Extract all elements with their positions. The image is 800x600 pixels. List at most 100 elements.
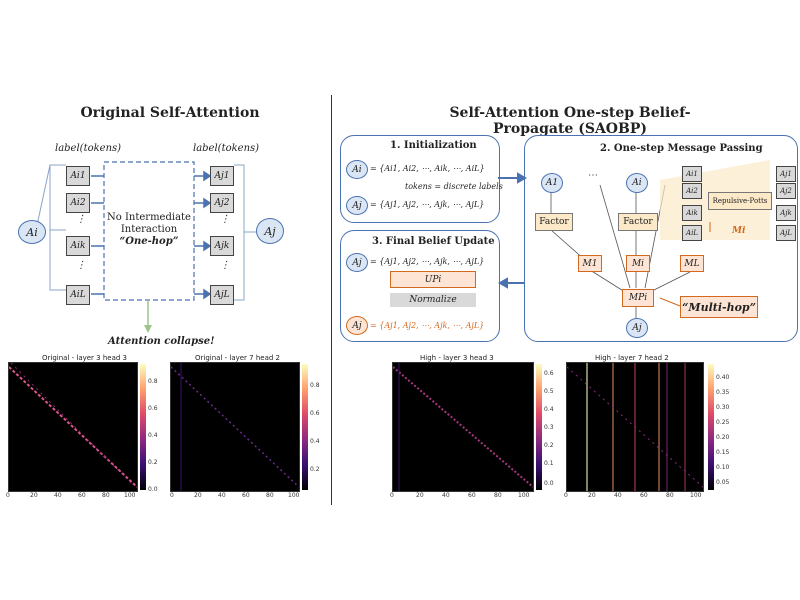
node-ai-left: Ai [18, 220, 46, 244]
mp-token-col2-b: Aj2 [776, 183, 796, 199]
xtick: 100 [518, 492, 530, 499]
no-interaction-text: No Intermediate Interaction “One-hop” [106, 212, 192, 248]
no-interaction-line2: Interaction [120, 224, 178, 235]
xtick: 60 [640, 492, 648, 499]
dots-left-1: ⋮ [76, 214, 86, 225]
factor-box-1: Factor [535, 213, 573, 231]
mp-token-col-d: AiL [682, 225, 702, 241]
cbar1-tick: 0.2 [148, 459, 158, 466]
cbar3-tick: 0.0 [544, 480, 554, 487]
heatmap-orig-l3h3 [8, 362, 138, 492]
m1-box: M1 [578, 255, 602, 272]
heatmap-title-orig-l3h3: Original - layer 3 head 3 [42, 354, 127, 362]
xtick: 80 [666, 492, 674, 499]
cbar3-tick: 0.6 [544, 370, 554, 377]
xtick: 0 [170, 492, 174, 499]
cbar4-tick: 0.10 [716, 464, 730, 471]
cbar3-tick: 0.3 [544, 424, 554, 431]
cbar1-tick: 0.6 [148, 405, 158, 412]
token-left-2: Ai2 [66, 193, 90, 213]
xtick: 80 [102, 492, 110, 499]
left-title: Original Self-Attention [80, 105, 260, 121]
init-aj-set: = {Aj1, Aj2, ⋯, Ajk, ⋯, AjL} [370, 200, 485, 209]
repulsive-potts-box: Repulsive-Potts [708, 192, 772, 210]
cbar4-tick: 0.35 [716, 389, 730, 396]
token-left-k: Aik [66, 236, 90, 256]
label-right: label(tokens) [193, 143, 260, 154]
final-title: 3. Final Belief Update [372, 236, 495, 247]
mp-a1-node: A1 [541, 173, 563, 193]
mp-token-col-a: Ai1 [682, 166, 702, 182]
label-left: label(tokens) [55, 143, 122, 154]
right-title: Self-Attention One-step Belief-Propagate… [449, 105, 691, 137]
cbar3-tick: 0.2 [544, 442, 554, 449]
colorbar-4 [708, 364, 714, 490]
colorbar-2 [302, 364, 308, 490]
final-aj-set: = {Aj1, Aj2, ⋯, Ajk, ⋯, AjL} [370, 257, 485, 266]
cbar2-tick: 0.6 [310, 410, 320, 417]
token-left-L: AiL [66, 285, 90, 305]
init-note: tokens = discrete labels [405, 182, 503, 191]
cbar1-tick: 0.4 [148, 432, 158, 439]
colorbar-1 [140, 364, 146, 490]
cbar4-tick: 0.40 [716, 374, 730, 381]
normalize-box: Normalize [390, 293, 476, 307]
token-right-1: Aj1 [210, 166, 234, 186]
left-connectors [35, 161, 258, 333]
cbar3-tick: 0.4 [544, 406, 554, 413]
cbar3-tick: 0.5 [544, 388, 554, 395]
up-box: UPi [390, 271, 476, 288]
cbar4-tick: 0.15 [716, 449, 730, 456]
factor-box-2: Factor [618, 213, 658, 231]
xtick: 20 [416, 492, 424, 499]
heatmap-title-high-l7h2: High - layer 7 head 2 [595, 354, 669, 362]
mi-output: Mi [732, 226, 746, 236]
no-interaction-line1: No Intermediate [107, 212, 191, 223]
xtick: 60 [468, 492, 476, 499]
cbar1-tick: 0.0 [148, 486, 158, 493]
cbar4-tick: 0.05 [716, 479, 730, 486]
mp-ai-node: Ai [626, 173, 648, 193]
heatmap-high-l7h2 [566, 362, 704, 492]
attention-collapse-label: Attention collapse! [108, 336, 215, 347]
x-ticks-left: 0 20 40 60 80 100 0 20 40 60 80 100 [4, 492, 334, 502]
cbar4-tick: 0.25 [716, 419, 730, 426]
xtick: 100 [288, 492, 300, 499]
cbar1-tick: 0.8 [148, 378, 158, 385]
token-right-2: Aj2 [210, 193, 234, 213]
one-hop-label: “One-hop” [119, 236, 179, 247]
dots-right-2: ⋮ [220, 260, 230, 271]
xtick: 40 [442, 492, 450, 499]
xtick: 80 [494, 492, 502, 499]
xtick: 0 [6, 492, 10, 499]
xtick: 40 [614, 492, 622, 499]
xtick: 100 [690, 492, 702, 499]
panel-divider [331, 95, 332, 505]
xtick: 100 [124, 492, 136, 499]
heatmap-high-l3h3 [392, 362, 534, 492]
cbar4-tick: 0.20 [716, 434, 730, 441]
mp-aj-node: Aj [626, 318, 648, 338]
colorbar-3 [536, 364, 542, 490]
init-ai-node: Ai [346, 160, 368, 179]
xtick: 40 [218, 492, 226, 499]
final-aj-out-set: = {Aj1, Aj2, ⋯, Ajk, ⋯, AjL} [370, 321, 485, 330]
cbar2-tick: 0.8 [310, 382, 320, 389]
mp-token-col2-c: Ajk [776, 205, 796, 221]
cbar3-tick: 0.1 [544, 460, 554, 467]
token-left-1: Ai1 [66, 166, 90, 186]
ml-box: ML [680, 255, 704, 272]
token-right-k: Ajk [210, 236, 234, 256]
xtick: 60 [78, 492, 86, 499]
cbar2-tick: 0.2 [310, 466, 320, 473]
node-aj-right: Aj [256, 218, 284, 244]
mp-dots: ⋯ [588, 170, 598, 181]
init-title: 1. Initialization [390, 140, 477, 151]
multi-hop-box: “Multi-hop” [680, 296, 758, 318]
xtick: 0 [390, 492, 394, 499]
mpi-box: MPi [622, 289, 654, 307]
final-aj-node: Aj [346, 253, 368, 272]
xtick: 80 [266, 492, 274, 499]
xtick: 0 [564, 492, 568, 499]
mp-token-col-c: Aik [682, 205, 702, 221]
